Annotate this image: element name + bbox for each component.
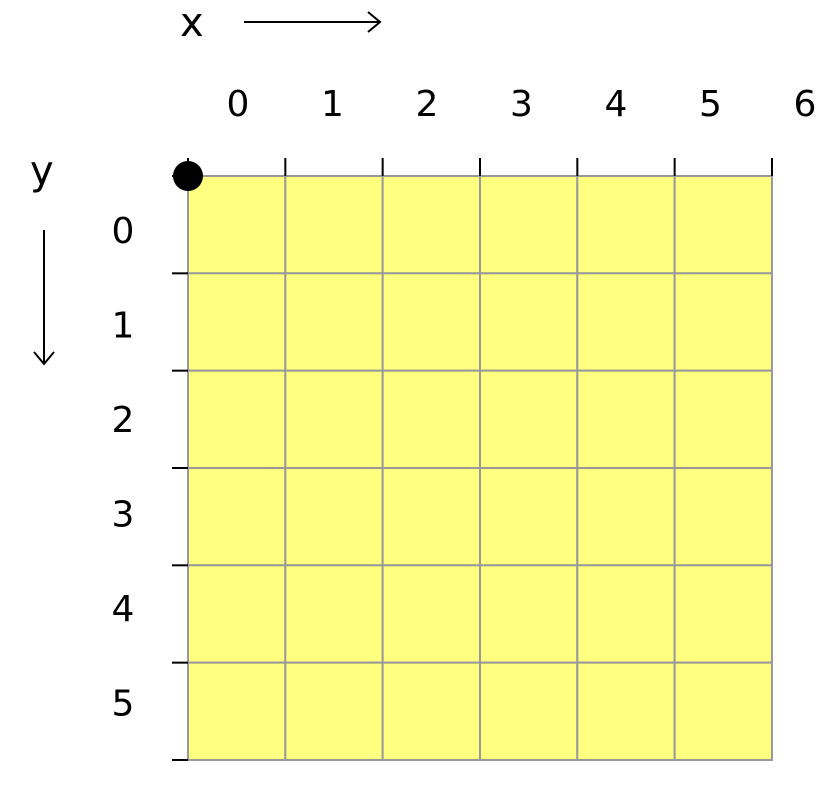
y-tick-label: 5 bbox=[112, 684, 135, 725]
grid-cells bbox=[187, 175, 773, 761]
grid-cell bbox=[187, 564, 287, 664]
grid-cell bbox=[576, 564, 676, 664]
grid-cell bbox=[576, 272, 676, 372]
grid-cell bbox=[381, 272, 481, 372]
axis-tick-marks bbox=[172, 158, 773, 761]
grid-cell bbox=[576, 369, 676, 469]
grid-cell bbox=[284, 564, 384, 664]
x-tick-label: 1 bbox=[321, 84, 344, 125]
y-tick-label: 4 bbox=[112, 589, 135, 630]
x-tick-label: 5 bbox=[699, 84, 722, 125]
y-tick-label: 0 bbox=[112, 211, 135, 252]
x-tick-label: 4 bbox=[605, 84, 628, 125]
grid-cell bbox=[673, 564, 773, 664]
grid-cell bbox=[187, 466, 287, 567]
x-tick-labels: 0 1 2 3 4 5 6 bbox=[227, 84, 817, 125]
y-tick-labels: 0 1 2 3 4 5 bbox=[112, 211, 135, 725]
grid-cell bbox=[381, 466, 481, 567]
origin-point bbox=[173, 161, 203, 191]
grid-cell bbox=[673, 175, 773, 275]
y-tick-label: 3 bbox=[112, 495, 135, 536]
grid-cell bbox=[478, 272, 579, 372]
x-direction-arrow bbox=[244, 11, 382, 33]
grid-cell bbox=[673, 369, 773, 469]
y-tick-label: 1 bbox=[112, 306, 135, 347]
grid-cell bbox=[284, 175, 384, 275]
grid-cell bbox=[381, 175, 481, 275]
grid-cell bbox=[673, 272, 773, 372]
grid-cell bbox=[187, 661, 287, 761]
grid-cell bbox=[478, 564, 579, 664]
grid-cell bbox=[673, 466, 773, 567]
grid-cell bbox=[187, 272, 287, 372]
grid-cell bbox=[284, 466, 384, 567]
grid-cell bbox=[478, 175, 579, 275]
x-tick-label: 6 bbox=[794, 84, 817, 125]
grid-cell bbox=[284, 661, 384, 761]
y-axis-label: y bbox=[30, 148, 54, 194]
x-tick-label: 2 bbox=[416, 84, 439, 125]
grid-cell bbox=[284, 369, 384, 469]
y-tick-label: 2 bbox=[112, 400, 135, 441]
grid-cell bbox=[576, 661, 676, 761]
grid-cell bbox=[381, 564, 481, 664]
grid-cell bbox=[478, 369, 579, 469]
grid-cell bbox=[381, 369, 481, 469]
grid-cell bbox=[187, 175, 287, 275]
grid-cell bbox=[187, 369, 287, 469]
y-direction-arrow bbox=[33, 230, 55, 366]
grid-cell bbox=[381, 661, 481, 761]
grid-cell bbox=[576, 466, 676, 567]
grid-cell bbox=[478, 661, 579, 761]
x-axis-label: x bbox=[180, 0, 204, 46]
grid-cell bbox=[673, 661, 773, 761]
x-tick-label: 0 bbox=[227, 84, 250, 125]
grid-cell bbox=[284, 272, 384, 372]
grid-cell bbox=[576, 175, 676, 275]
grid-cell bbox=[478, 466, 579, 567]
x-tick-label: 3 bbox=[510, 84, 533, 125]
